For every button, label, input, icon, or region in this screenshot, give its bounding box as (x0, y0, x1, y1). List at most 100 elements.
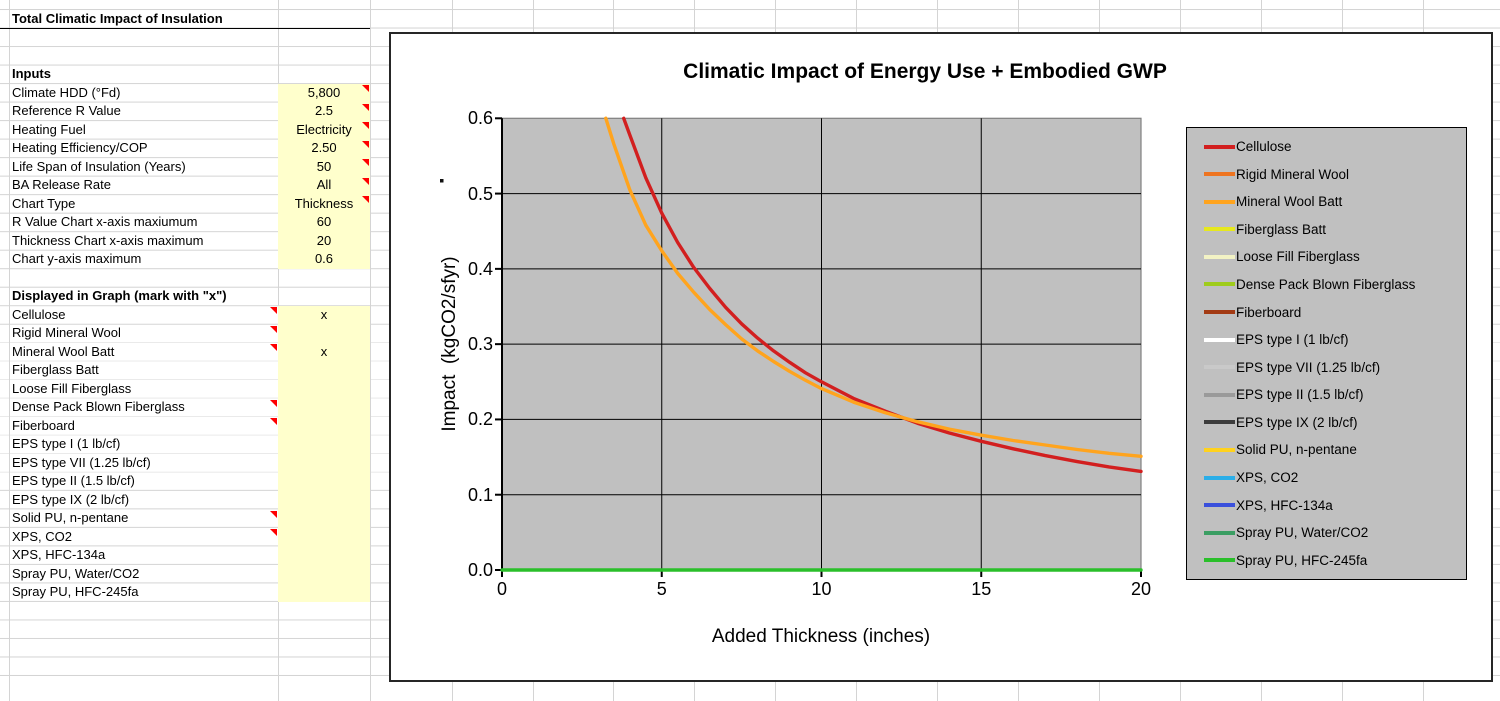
row-label-cell[interactable]: Spray PU, Water/CO2 (12, 565, 140, 581)
row-value-cell[interactable]: 60 (316, 214, 332, 229)
legend-label: XPS, HFC-134a (1236, 497, 1333, 513)
stray-dot (440, 179, 444, 183)
row-label-cell[interactable]: Loose Fill Fiberglass (12, 380, 132, 396)
input-cells-background (278, 83, 370, 269)
row-label-cell[interactable]: Heating Efficiency/COP (12, 140, 148, 155)
row-label-cell[interactable]: Dense Pack Blown Fiberglass (12, 399, 185, 414)
comment-flag-icon (362, 103, 369, 111)
row-label-cell[interactable]: EPS type II (1.5 lb/cf) (12, 473, 135, 488)
x-tick-label: 0 (496, 579, 507, 599)
row-label-cell[interactable]: Climate HDD (°Fd) (12, 84, 121, 100)
legend-item: Rigid Mineral Wool (1187, 161, 1466, 187)
row-value-cell[interactable] (278, 546, 370, 565)
legend-item: Loose Fill Fiberglass (1187, 244, 1466, 270)
comment-flag-icon (270, 510, 277, 518)
row-value-cell[interactable]: All (316, 177, 332, 192)
row-label-cell[interactable]: Fiberboard (12, 417, 75, 433)
legend-label: EPS type VII (1.25 lb/cf) (1236, 359, 1381, 375)
row-label-cell[interactable]: Heating Fuel (12, 121, 86, 137)
row-value-cell[interactable] (278, 509, 370, 528)
x-tick-label: 20 (1130, 579, 1152, 599)
row-label-cell[interactable]: Spray PU, HFC-245fa (12, 584, 139, 599)
row-label-cell[interactable]: Chart Type (12, 195, 76, 211)
row-label-cell[interactable]: XPS, HFC-134a (12, 547, 106, 562)
legend-label: EPS type I (1 lb/cf) (1236, 332, 1349, 348)
legend-swatch-line (1204, 199, 1235, 204)
legend-item: Dense Pack Blown Fiberglass (1187, 271, 1466, 297)
row-label-cell[interactable]: Fiberglass Batt (12, 362, 99, 377)
row-value-cell[interactable] (278, 380, 370, 399)
chart-title: Climatic Impact of Energy Use + Embodied… (683, 60, 1167, 83)
row-value-cell[interactable]: Electricity (296, 121, 352, 137)
row-value-cell[interactable]: 0.6 (314, 251, 334, 266)
x-tick-label: 5 (656, 579, 667, 599)
row-label-cell[interactable]: EPS type VII (1.25 lb/cf) (12, 454, 151, 470)
sheet-title-border (0, 28, 370, 29)
row-value-cell[interactable]: x (320, 306, 328, 322)
row-label-cell[interactable]: Mineral Wool Batt (12, 343, 115, 359)
legend-swatch-line (1204, 337, 1235, 342)
displayed-header-cell[interactable]: Displayed in Graph (mark with "x") (12, 288, 227, 303)
row-label-cell[interactable]: Cellulose (12, 306, 66, 322)
row-value-cell[interactable] (278, 324, 370, 343)
sheet-title-cell[interactable]: Total Climatic Impact of Insulation (12, 10, 223, 26)
row-value-cell[interactable]: x (320, 343, 328, 359)
row-label-cell[interactable]: XPS, CO2 (12, 528, 72, 544)
row-value-cell[interactable] (278, 472, 370, 491)
legend-item: Fiberglass Batt (1187, 216, 1466, 242)
row-label-cell[interactable]: Life Span of Insulation (Years) (12, 158, 186, 174)
x-tick-label: 15 (971, 579, 992, 599)
comment-flag-icon (270, 307, 277, 314)
row-label-cell[interactable]: Reference R Value (12, 103, 121, 118)
row-value-cell[interactable] (278, 435, 370, 454)
legend-label: Fiberglass Batt (1236, 221, 1327, 237)
x-tick-label: 10 (811, 579, 832, 599)
legend-label: EPS type II (1.5 lb/cf) (1236, 387, 1364, 403)
legend-item: EPS type I (1 lb/cf) (1187, 327, 1466, 353)
row-value-cell[interactable]: 50 (316, 158, 332, 174)
legend-swatch-line (1204, 420, 1235, 425)
chart-object[interactable]: Climatic Impact of Energy Use + Embodied… (389, 32, 1493, 682)
row-label-cell[interactable]: EPS type IX (2 lb/cf) (12, 491, 130, 507)
legend-label: Spray PU, HFC-245fa (1236, 552, 1368, 568)
legend-swatch-line (1204, 227, 1235, 232)
row-label-cell[interactable]: BA Release Rate (12, 177, 112, 192)
legend-swatch-line (1204, 172, 1235, 177)
legend-item: Spray PU, Water/CO2 (1187, 520, 1466, 546)
legend-swatch-line (1204, 144, 1235, 149)
legend-item: XPS, CO2 (1187, 465, 1466, 491)
row-label-cell[interactable]: Thickness Chart x-axis maximum (12, 232, 204, 248)
row-value-cell[interactable] (278, 528, 370, 547)
row-label-cell[interactable]: R Value Chart x-axis maxiumum (12, 214, 198, 229)
legend-item: EPS type IX (2 lb/cf) (1187, 409, 1466, 435)
row-label-cell[interactable]: Rigid Mineral Wool (12, 325, 121, 340)
row-value-cell[interactable] (278, 398, 370, 417)
row-label-cell[interactable]: EPS type I (1 lb/cf) (12, 436, 121, 451)
comment-flag-icon (270, 529, 277, 536)
legend-swatch-line (1204, 475, 1235, 480)
legend-swatch-line (1204, 530, 1235, 535)
row-value-cell[interactable] (278, 417, 370, 436)
display-cells-background (278, 305, 370, 602)
row-label-cell[interactable]: Chart y-axis maximum (12, 251, 142, 266)
legend-swatch-line (1204, 392, 1235, 397)
row-value-cell[interactable]: 5,800 (307, 84, 341, 100)
row-label-cell[interactable]: Solid PU, n-pentane (12, 510, 129, 525)
comment-flag-icon (362, 85, 369, 92)
inputs-header-cell[interactable]: Inputs (12, 66, 51, 81)
row-value-cell[interactable] (278, 361, 370, 380)
legend-item: Mineral Wool Batt (1187, 189, 1466, 215)
row-value-cell[interactable] (278, 565, 370, 584)
row-value-cell[interactable] (278, 583, 370, 602)
row-value-cell[interactable]: 2.50 (311, 140, 337, 155)
row-value-cell[interactable]: Thickness (294, 195, 354, 211)
y-tick-label: 0.1 (467, 484, 493, 505)
legend-item: EPS type II (1.5 lb/cf) (1187, 382, 1466, 408)
legend-swatch-line (1204, 365, 1235, 370)
row-value-cell[interactable]: 20 (316, 232, 332, 248)
row-value-cell[interactable] (278, 491, 370, 510)
row-value-cell[interactable]: 2.5 (314, 103, 334, 118)
legend-label: Loose Fill Fiberglass (1236, 249, 1360, 265)
row-value-cell[interactable] (278, 454, 370, 473)
legend-item: XPS, HFC-134a (1187, 492, 1466, 518)
